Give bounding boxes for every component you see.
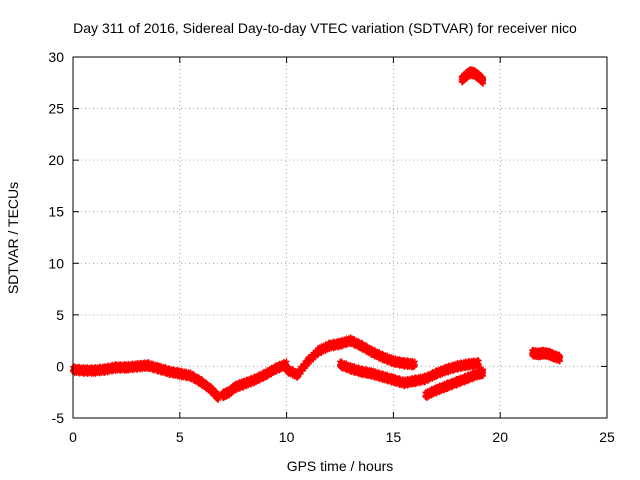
data-layer bbox=[70, 66, 564, 403]
y-tick-label: 30 bbox=[48, 49, 64, 65]
x-axis-label: GPS time / hours bbox=[287, 458, 394, 474]
y-axis-label: SDTVAR / TECUs bbox=[5, 182, 21, 294]
y-tick-label: 5 bbox=[56, 307, 64, 323]
data-point bbox=[283, 358, 290, 365]
x-tick-label: 15 bbox=[386, 429, 402, 445]
x-tick-label: 10 bbox=[279, 429, 295, 445]
data-series bbox=[337, 357, 482, 390]
data-series bbox=[422, 366, 487, 401]
y-tick-label: 10 bbox=[48, 255, 64, 271]
data-series bbox=[458, 66, 487, 87]
chart-title: Day 311 of 2016, Sidereal Day-to-day VTE… bbox=[73, 20, 577, 36]
y-tick-label: -5 bbox=[52, 410, 65, 426]
x-tick-label: 5 bbox=[176, 429, 184, 445]
plot-frame bbox=[72, 56, 608, 419]
data-series bbox=[70, 359, 222, 403]
data-point bbox=[475, 357, 482, 364]
data-series bbox=[529, 346, 564, 365]
data-point bbox=[480, 366, 487, 373]
data-point bbox=[474, 357, 481, 364]
x-tick-label: 0 bbox=[69, 429, 77, 445]
data-point bbox=[557, 353, 564, 360]
data-series bbox=[219, 358, 290, 402]
data-point bbox=[480, 75, 487, 82]
y-tick-label: 15 bbox=[48, 204, 64, 220]
y-tick-label: 0 bbox=[56, 358, 64, 374]
data-series bbox=[283, 334, 418, 382]
x-tick-label: 25 bbox=[599, 429, 615, 445]
y-tick-label: 25 bbox=[48, 101, 64, 117]
x-tick-label: 20 bbox=[492, 429, 508, 445]
data-point bbox=[411, 358, 418, 365]
y-tick-label: 20 bbox=[48, 152, 64, 168]
